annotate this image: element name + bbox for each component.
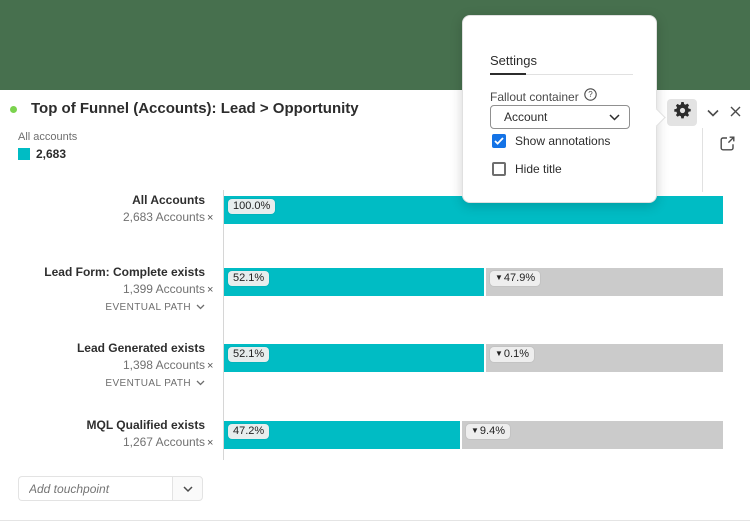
page-title: Top of Funnel (Accounts): Lead > Opportu… <box>31 100 359 117</box>
fallout-percent-pill: ▼0.1% <box>490 347 534 362</box>
chevron-down-icon <box>196 302 205 313</box>
collapse-panel-button[interactable] <box>702 99 724 126</box>
chart-axis-line <box>223 190 224 460</box>
eventual-path-dropdown[interactable]: EVENTUAL PATH <box>105 302 205 313</box>
fallout-bar-segment[interactable]: ▼0.1% <box>486 344 723 372</box>
step-name: MQL Qualified exists <box>86 418 205 432</box>
fallout-percent-pill: ▼9.4% <box>466 424 510 439</box>
step-name: Lead Form: Complete exists <box>44 265 205 279</box>
remove-step-button[interactable]: × <box>207 360 214 372</box>
step-accounts: 1,399 Accounts <box>122 282 205 296</box>
through-bar-segment[interactable]: 52.1% <box>224 344 484 372</box>
remove-step-button[interactable]: × <box>207 437 214 449</box>
show-annotations-label: Show annotations <box>515 134 611 148</box>
fallout-triangle-icon: ▼ <box>495 273 503 282</box>
chevron-down-icon <box>707 104 719 122</box>
funnel-step-row: MQL Qualified exists 1,267 Accounts × 47… <box>0 418 750 449</box>
fallout-percent-text: 0.1% <box>503 348 529 360</box>
panel-bottom-border <box>0 520 750 521</box>
add-touchpoint-dropdown-button[interactable] <box>172 476 203 501</box>
export-button[interactable] <box>714 133 740 159</box>
through-bar-segment[interactable]: 47.2% <box>224 421 460 449</box>
show-annotations-checkbox-row[interactable]: Show annotations <box>492 134 610 148</box>
step-accounts: 1,267 Accounts <box>122 435 205 449</box>
add-touchpoint-group <box>18 476 203 501</box>
right-rail-divider <box>702 128 703 192</box>
through-percent-pill: 47.2% <box>228 424 270 439</box>
funnel-step-row: Lead Generated exists 1,398 Accounts × E… <box>0 341 750 389</box>
funnel-step-row: Lead Form: Complete exists 1,399 Account… <box>0 265 750 313</box>
tab-track <box>490 74 633 75</box>
add-touchpoint-input[interactable] <box>18 476 172 501</box>
chevron-down-icon <box>196 378 205 389</box>
eventual-path-label: EVENTUAL PATH <box>105 302 191 313</box>
tab-settings[interactable]: Settings <box>490 53 537 68</box>
chevron-down-icon <box>182 480 193 498</box>
settings-gear-button[interactable] <box>667 99 697 126</box>
hide-title-checkbox-row[interactable]: Hide title <box>492 162 562 176</box>
legend-value: 2,683 <box>36 147 67 161</box>
through-percent-pill: 52.1% <box>228 347 270 362</box>
legend-swatch <box>18 148 30 160</box>
settings-popover: Settings Fallout container ? Account Sho… <box>462 15 666 203</box>
checkbox-checked-icon[interactable] <box>492 134 506 148</box>
fallout-container-label: Fallout container <box>490 90 579 104</box>
fallout-bar-segment[interactable]: ▼9.4% <box>462 421 723 449</box>
hide-title-label: Hide title <box>515 162 562 176</box>
close-icon <box>730 104 741 122</box>
fallout-percent-text: 47.9% <box>503 272 536 284</box>
svg-text:?: ? <box>588 90 593 99</box>
through-bar-segment[interactable]: 52.1% <box>224 268 484 296</box>
popover-tip <box>647 108 666 127</box>
eventual-path-label: EVENTUAL PATH <box>105 378 191 389</box>
help-icon[interactable]: ? <box>583 88 597 106</box>
fallout-triangle-icon: ▼ <box>495 349 503 358</box>
remove-step-button[interactable]: × <box>207 284 214 296</box>
export-icon <box>719 135 736 157</box>
chevron-down-icon <box>609 113 620 121</box>
step-name: All Accounts <box>132 193 205 207</box>
fallout-bar-segment[interactable]: ▼47.9% <box>486 268 723 296</box>
fallout-container-selected-value: Account <box>504 110 548 124</box>
through-percent-pill: 100.0% <box>228 199 276 214</box>
remove-step-button[interactable]: × <box>207 212 214 224</box>
fallout-triangle-icon: ▼ <box>471 426 479 435</box>
fallout-container-select[interactable]: Account <box>490 105 630 129</box>
panel-status-dot <box>10 106 17 113</box>
through-percent-pill: 52.1% <box>228 271 270 286</box>
legend-title: All accounts <box>18 131 78 143</box>
checkbox-unchecked-icon[interactable] <box>492 162 506 176</box>
eventual-path-dropdown[interactable]: EVENTUAL PATH <box>105 378 205 389</box>
tab-underline <box>490 73 526 75</box>
step-accounts: 2,683 Accounts <box>122 210 205 224</box>
gear-icon <box>673 101 691 124</box>
step-accounts: 1,398 Accounts <box>122 358 205 372</box>
close-panel-button[interactable] <box>724 99 746 126</box>
fallout-percent-text: 9.4% <box>479 425 505 437</box>
fallout-percent-pill: ▼47.9% <box>490 271 541 286</box>
step-name: Lead Generated exists <box>76 341 205 355</box>
